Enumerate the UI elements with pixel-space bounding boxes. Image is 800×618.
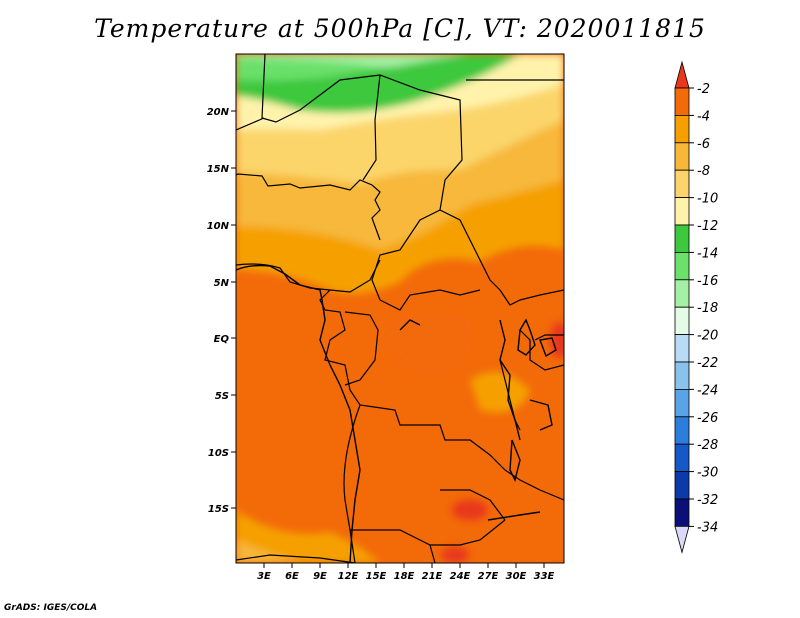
lat-label: 15S bbox=[208, 504, 229, 515]
colorbar-label: -20 bbox=[697, 329, 718, 344]
colorbar-swatch bbox=[674, 443, 690, 473]
coastlines-and-lakes bbox=[236, 264, 557, 563]
colorbar-bottom-arrow bbox=[674, 526, 690, 554]
colorbar-swatch bbox=[674, 306, 690, 336]
colorbar-label: -28 bbox=[697, 438, 718, 453]
lon-label: 18E bbox=[394, 571, 415, 582]
colorbar-swatch bbox=[674, 197, 690, 226]
lon-label: 33E bbox=[534, 571, 555, 582]
lat-label: 5N bbox=[214, 278, 230, 289]
colorbar-top-arrow bbox=[674, 60, 690, 89]
colorbar-swatch bbox=[674, 498, 690, 527]
colorbar-label: -24 bbox=[697, 383, 718, 398]
temperature-field bbox=[236, 54, 564, 563]
lon-label: 9E bbox=[313, 571, 327, 582]
lon-label: 3E bbox=[257, 571, 271, 582]
colorbar-swatch bbox=[674, 224, 690, 253]
colorbar-label: -10 bbox=[697, 192, 718, 207]
lat-label: 15N bbox=[207, 164, 230, 175]
map-frame bbox=[235, 53, 565, 564]
colorbar-swatch bbox=[674, 334, 690, 363]
colorbar-label: -30 bbox=[697, 466, 718, 481]
colorbar-label: -8 bbox=[697, 164, 710, 179]
colorbar-swatch bbox=[674, 115, 690, 144]
colorbar-label: -12 bbox=[697, 219, 718, 234]
latitude-axis: 20N 15N 10N 5N EQ 5S 10S 15S bbox=[207, 107, 236, 515]
lon-label: 15E bbox=[366, 571, 387, 582]
colorbar-label: -4 bbox=[697, 109, 710, 124]
map-title: Temperature at 500hPa [C], VT: 202001181… bbox=[94, 14, 706, 43]
colorbar-label: -34 bbox=[697, 520, 718, 535]
country-borders bbox=[236, 54, 564, 563]
lon-label: 12E bbox=[338, 571, 359, 582]
lon-label: 21E bbox=[422, 571, 443, 582]
lat-label: EQ bbox=[214, 334, 230, 345]
colorbar-swatch bbox=[674, 388, 690, 418]
colorbar-swatch bbox=[674, 279, 690, 308]
colorbar-swatch bbox=[674, 169, 690, 198]
lat-label: 5S bbox=[215, 391, 229, 402]
colorbar-swatch bbox=[674, 471, 690, 500]
colorbar-label: -2 bbox=[697, 82, 710, 97]
colorbar-swatch bbox=[674, 87, 690, 116]
colorbar-label: -26 bbox=[697, 411, 718, 426]
lon-label: 27E bbox=[478, 571, 499, 582]
lat-label: 10S bbox=[208, 448, 229, 459]
colorbar-swatch bbox=[674, 416, 690, 445]
colorbar-label: -32 bbox=[697, 493, 718, 508]
lat-label: 20N bbox=[207, 107, 230, 118]
longitude-axis: 3E 6E 9E 12E 15E 18E 21E 24E 27E 30E 33E bbox=[257, 563, 555, 582]
colorbar-label: -14 bbox=[697, 246, 718, 261]
colorbar-label: -16 bbox=[697, 274, 718, 289]
colorbar-swatch bbox=[674, 142, 690, 171]
lon-label: 6E bbox=[285, 571, 299, 582]
grads-credit: GrADS: IGES/COLA bbox=[4, 603, 98, 613]
colorbar-swatch bbox=[674, 251, 690, 281]
colorbar-label: -6 bbox=[697, 137, 710, 152]
colorbar-label: -18 bbox=[697, 301, 718, 316]
colorbar: -2 -4 -6 -8 -10 -12 -14 -16 -18 -20 -22 -24 -26 -28 -3… bbox=[674, 60, 718, 554]
lon-label: 30E bbox=[506, 571, 527, 582]
lon-label: 24E bbox=[450, 571, 471, 582]
colorbar-swatch bbox=[674, 361, 690, 390]
lat-label: 10N bbox=[207, 221, 230, 232]
colorbar-label: -22 bbox=[697, 356, 718, 371]
